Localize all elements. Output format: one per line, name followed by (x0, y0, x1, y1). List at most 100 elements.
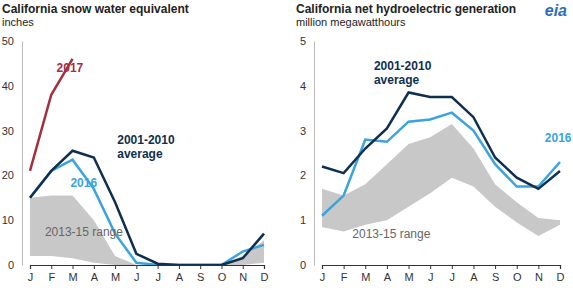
series-line (322, 93, 560, 189)
x-tick: M (111, 265, 120, 283)
x-tick: A (91, 265, 99, 283)
x-tick-mark (322, 265, 323, 269)
x-tick-mark (243, 265, 244, 269)
x-tick-mark (94, 265, 95, 269)
logo: eia (545, 2, 567, 19)
title: California snow water equivalent (2, 2, 189, 16)
x-tick: A (176, 265, 184, 283)
x-tick: S (197, 265, 204, 283)
y-tick-label: 4 (300, 80, 306, 92)
x-tick: O (513, 265, 522, 283)
x-tick-mark (430, 265, 431, 269)
x-tick-label: J (450, 271, 456, 283)
x-tick-mark (495, 265, 496, 269)
subtitle: inches (2, 16, 34, 28)
x-tick-label: J (134, 271, 140, 283)
x-tick-mark (344, 265, 345, 269)
series-label: 2013-15 range (45, 225, 123, 239)
x-tick-mark (200, 265, 201, 269)
x-tick-label: A (176, 271, 184, 283)
x-tick-label: A (91, 271, 99, 283)
series-label: 2017 (57, 61, 84, 75)
series-line (322, 113, 560, 216)
x-tick-mark (51, 265, 52, 269)
x-tick-mark (30, 265, 31, 269)
x-tick-mark (221, 265, 222, 269)
plot-area (30, 59, 264, 265)
y-tick: 40 (2, 80, 22, 92)
range-area (30, 196, 264, 265)
series-label: 2016 (70, 176, 97, 190)
chart-canvas: eia California snow water equivalentinche… (0, 0, 573, 290)
y-tick-label: 20 (2, 169, 14, 181)
x-tick-label: J (155, 271, 161, 283)
title: California net hydroelectric generation (296, 2, 516, 16)
x-tick-mark (409, 265, 410, 269)
y-axis: 0 10 20 30 40 50 (2, 35, 23, 271)
x-axis-line (323, 266, 561, 270)
y-tick: 0 (8, 259, 22, 271)
x-tick: J (28, 265, 34, 283)
y-tick: 2 (300, 169, 314, 181)
x-tick: D (261, 265, 269, 283)
x-tick-label: D (557, 271, 565, 283)
x-tick: O (218, 265, 227, 283)
x-tick: J (320, 265, 326, 283)
x-tick: N (239, 265, 247, 283)
x-tick: D (557, 265, 565, 283)
x-tick-label: M (68, 271, 77, 283)
x-axis: JFMAMJJASOND (320, 265, 565, 283)
y-tick: 4 (300, 80, 314, 92)
y-tick-label: 10 (2, 214, 14, 226)
x-tick-label: D (261, 271, 269, 283)
x-tick: S (492, 265, 499, 283)
x-tick-label: N (535, 271, 543, 283)
x-tick: M (404, 265, 413, 283)
x-tick-label: J (428, 271, 434, 283)
series-line (30, 151, 264, 265)
y-tick: 50 (2, 35, 22, 47)
y-tick-label: 40 (2, 80, 14, 92)
x-tick: J (155, 265, 161, 283)
x-tick-label: O (218, 271, 227, 283)
x-tick: J (134, 265, 140, 283)
x-tick-label: M (361, 271, 370, 283)
x-tick-label: M (404, 271, 413, 283)
x-tick: A (384, 265, 392, 283)
x-tick-mark (473, 265, 474, 269)
y-tick-label: 1 (300, 214, 306, 226)
x-tick-mark (264, 265, 265, 269)
y-tick-label: 0 (300, 259, 306, 271)
series-label: 2013-15 range (352, 227, 430, 241)
x-tick-mark (73, 265, 74, 269)
y-tick: 3 (300, 125, 314, 137)
x-tick-mark (452, 265, 453, 269)
series-label: 2001-2010average (117, 133, 175, 161)
x-tick: A (470, 265, 478, 283)
y-tick: 30 (2, 125, 22, 137)
y-tick: 0 (300, 259, 314, 271)
series-line (30, 160, 264, 265)
series-label: 2016 (545, 131, 572, 145)
x-tick-label: M (111, 271, 120, 283)
y-axis: 0 1 2 3 4 5 (300, 35, 315, 271)
x-axis: JFMAMJJASOND (28, 265, 269, 283)
plot-area (322, 93, 560, 236)
y-tick-label: 0 (8, 259, 14, 271)
x-tick: M (361, 265, 370, 283)
x-tick-mark (387, 265, 388, 269)
y-axis-line (314, 42, 315, 266)
x-tick-label: J (28, 271, 34, 283)
x-tick: J (428, 265, 434, 283)
x-tick: J (450, 265, 456, 283)
x-tick-label: F (341, 271, 348, 283)
y-tick-label: 2 (300, 169, 306, 181)
x-tick-label: A (384, 271, 392, 283)
x-tick-label: S (197, 271, 204, 283)
y-tick-label: 5 (300, 35, 306, 47)
x-tick-label: J (320, 271, 326, 283)
x-tick-mark (517, 265, 518, 269)
x-tick-label: O (513, 271, 522, 283)
x-tick-mark (560, 265, 561, 269)
x-tick-mark (115, 265, 116, 269)
